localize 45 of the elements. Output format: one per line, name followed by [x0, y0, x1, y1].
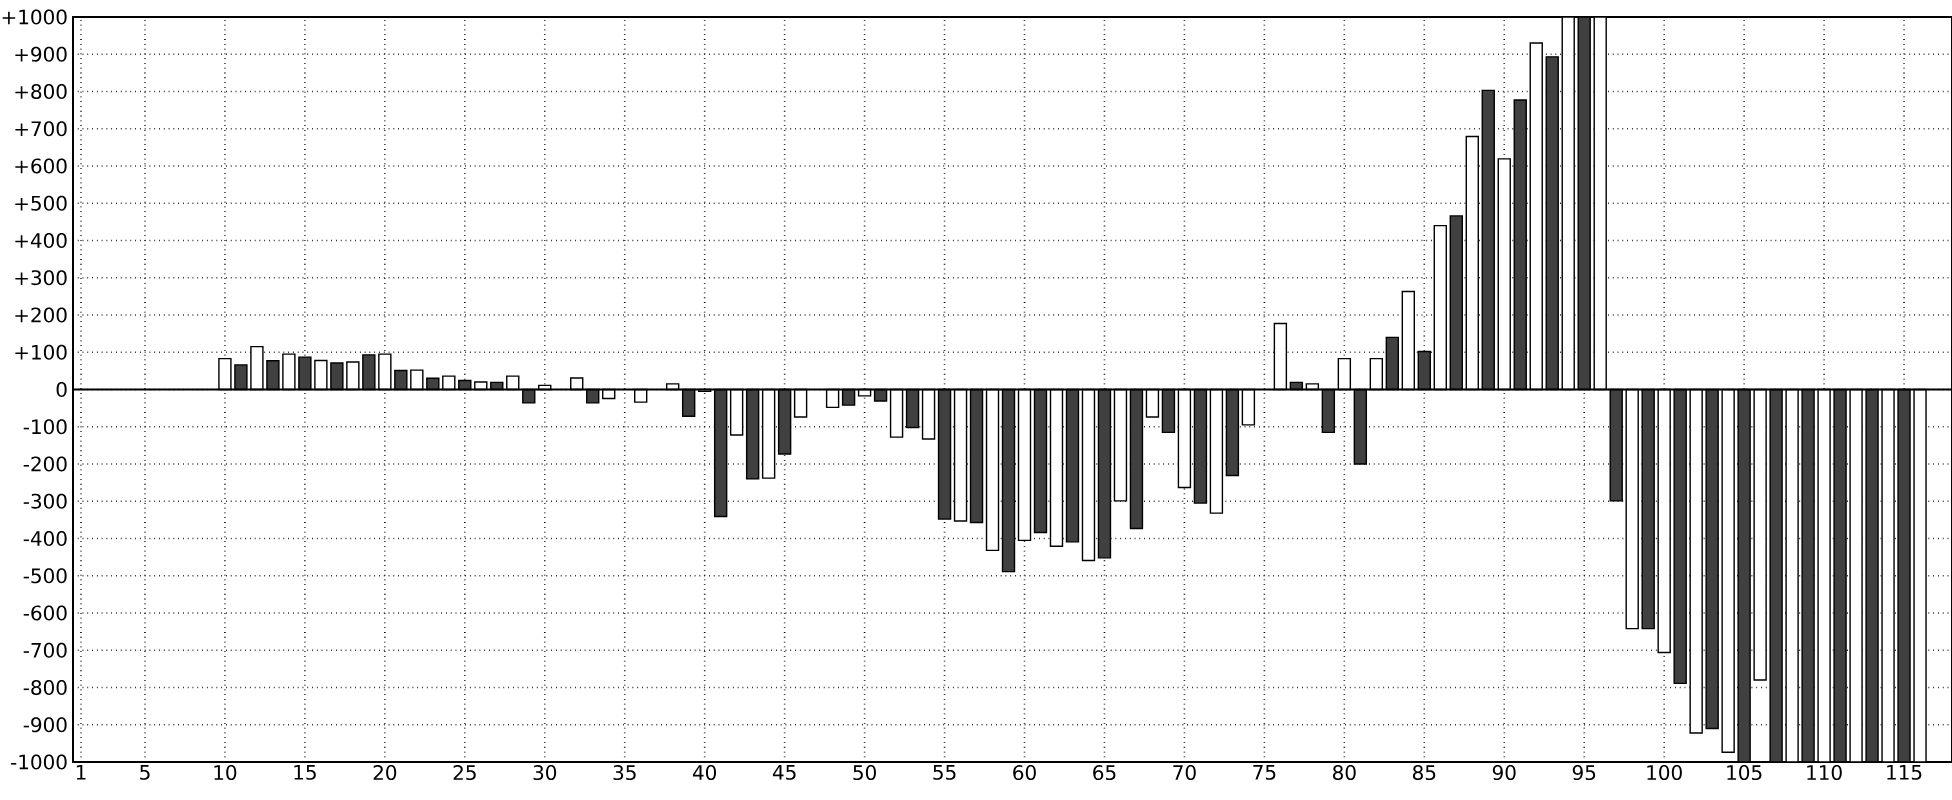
- x-tick-label: 30: [533, 765, 557, 781]
- x-tick-label: 45: [772, 765, 796, 780]
- y-tick-label: +800: [15, 83, 67, 100]
- y-tick-label: +1000: [2, 9, 67, 25]
- y-tick-label: -300: [23, 493, 67, 509]
- y-tick-label: +400: [15, 232, 67, 249]
- x-tick-label: 35: [613, 765, 636, 781]
- y-tick-label: -900: [23, 717, 67, 733]
- y-tick-label: +300: [15, 270, 67, 286]
- y-tick-label: +500: [15, 195, 67, 211]
- x-tick-label: 90: [1492, 765, 1516, 781]
- x-tick-label: 20: [373, 765, 397, 781]
- x-tick-label: 80: [1333, 765, 1356, 781]
- x-tick-label: 5: [140, 765, 150, 780]
- x-tick-label: 85: [1412, 765, 1436, 781]
- y-tick-label: -500: [23, 568, 67, 584]
- x-tick-label: 65: [1093, 765, 1116, 781]
- x-tick-label: 1: [76, 765, 86, 780]
- x-tick-label: 50: [853, 765, 876, 781]
- x-tick-label: 60: [1013, 765, 1036, 781]
- x-tick-label: 70: [1173, 765, 1196, 781]
- x-tick-label: 15: [294, 765, 316, 780]
- x-tick-label: 100: [1647, 765, 1682, 781]
- x-tick-label: 25: [453, 765, 476, 781]
- x-tick-label: 40: [692, 765, 717, 781]
- x-tick-label: 105: [1727, 765, 1762, 781]
- y-tick-label: +100: [15, 344, 67, 360]
- x-tick-label: 10: [214, 765, 237, 781]
- x-tick-label: 110: [1807, 765, 1842, 781]
- y-tick-label: -700: [23, 642, 67, 658]
- x-tick-label: 75: [1253, 765, 1276, 780]
- y-tick-label: -800: [23, 679, 67, 696]
- y-tick-label: 0: [56, 381, 67, 398]
- y-tick-label: -600: [23, 605, 67, 621]
- y-tick-label: -1000: [11, 754, 67, 770]
- y-tick-label: -200: [23, 456, 67, 472]
- x-tick-label: 115: [1887, 765, 1922, 780]
- x-tick-label: 95: [1572, 765, 1596, 781]
- y-tick-label: +600: [15, 158, 67, 174]
- y-tick-label: -400: [23, 530, 67, 547]
- y-tick-label: +900: [15, 46, 67, 62]
- y-tick-label: +200: [15, 307, 67, 323]
- y-tick-label: +700: [15, 121, 67, 137]
- y-tick-label: -100: [23, 419, 67, 435]
- x-tick-label: 55: [933, 765, 956, 780]
